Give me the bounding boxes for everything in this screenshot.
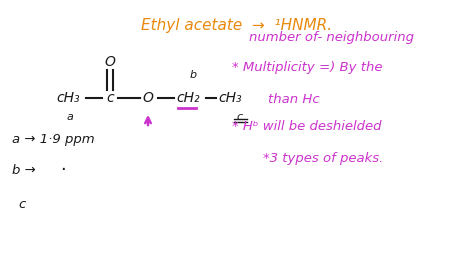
Text: cH₂: cH₂ (176, 91, 200, 105)
Text: a: a (66, 112, 73, 122)
Text: than Hc: than Hc (268, 93, 319, 106)
Text: * Hᵇ will be deshielded: * Hᵇ will be deshielded (232, 120, 382, 133)
Text: number of- neighbouring: number of- neighbouring (249, 31, 414, 44)
Text: c: c (237, 112, 243, 122)
Text: cH₃: cH₃ (56, 91, 80, 105)
Text: *3 types of peaks.: *3 types of peaks. (263, 152, 383, 165)
Text: O: O (143, 91, 154, 105)
Text: b →: b → (12, 164, 36, 177)
Text: * Multiplicity =) By the: * Multiplicity =) By the (232, 61, 383, 74)
Text: Ethyl acetate  →  ¹HNMR.: Ethyl acetate → ¹HNMR. (141, 18, 333, 33)
Text: a → 1·9 ppm: a → 1·9 ppm (12, 134, 95, 147)
Text: c: c (18, 198, 25, 211)
Text: c: c (106, 91, 114, 105)
Text: b: b (190, 70, 197, 80)
Text: ·: · (60, 161, 66, 179)
Text: cH₃: cH₃ (218, 91, 242, 105)
Text: O: O (105, 55, 116, 69)
